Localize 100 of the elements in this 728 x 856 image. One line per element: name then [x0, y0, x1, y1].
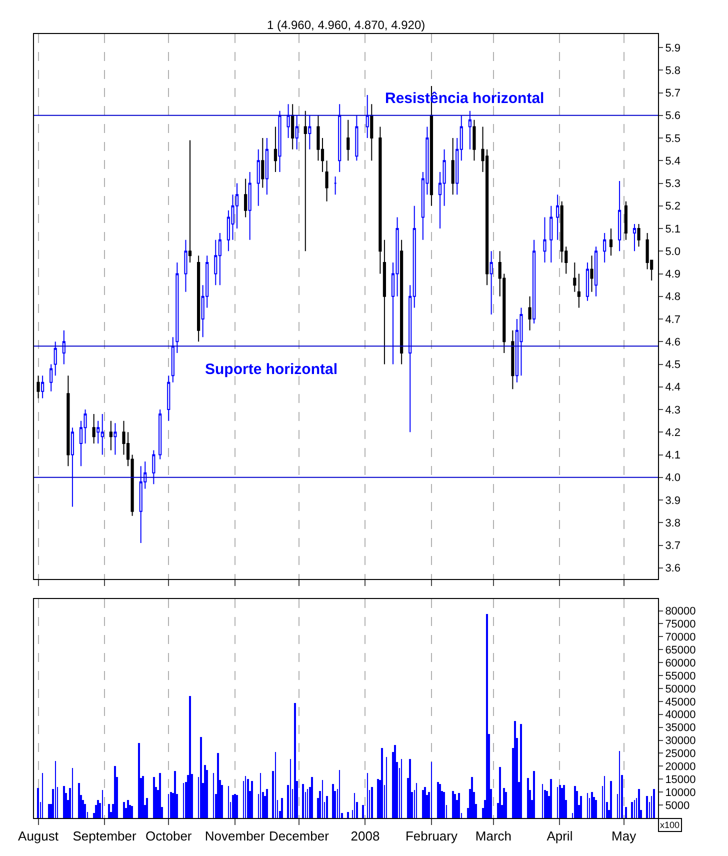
bar: [142, 776, 144, 818]
candlestick: [274, 126, 278, 172]
candlestick: [109, 420, 112, 451]
candlestick: [573, 262, 576, 292]
text: x100: [660, 820, 680, 830]
candlestick: [176, 262, 179, 354]
candlestick: [188, 140, 192, 263]
bar: [146, 798, 148, 818]
y-tick-label: 5.5: [665, 132, 680, 145]
bar: [443, 792, 445, 818]
bar: [610, 781, 612, 818]
y-tick-label: 3.9: [665, 494, 680, 507]
y-tick-label: 55000: [665, 670, 696, 682]
bar: [174, 771, 176, 818]
bar: [458, 793, 460, 818]
bar: [638, 789, 640, 818]
candlestick: [41, 375, 44, 399]
y-tick-label: 3.7: [665, 540, 680, 552]
y-tick-label: 4.4: [665, 382, 680, 394]
bar: [251, 781, 253, 818]
x-tick-label: September: [72, 828, 137, 844]
bar: [452, 791, 454, 818]
candlestick: [603, 232, 606, 263]
candlestick: [378, 126, 382, 274]
candlestick: [366, 94, 369, 139]
bar: [281, 798, 283, 818]
bar: [217, 753, 219, 818]
y-tick-label: 40000: [665, 709, 696, 722]
candlestick: [62, 330, 66, 365]
bar: [159, 773, 161, 818]
candlestick: [338, 104, 342, 172]
bar: [563, 785, 565, 818]
bar: [505, 792, 507, 818]
bar: [527, 778, 529, 818]
bar: [559, 785, 561, 818]
bar: [371, 787, 373, 818]
y-tick-label: 4.3: [665, 404, 680, 416]
candlestick: [152, 450, 156, 485]
candlestick: [36, 375, 40, 399]
candlestick: [218, 232, 222, 286]
candlestick: [511, 330, 514, 390]
candlestick: [609, 228, 613, 256]
chart-title: 1 (4.960, 4.960, 4.870, 4.920): [267, 18, 426, 32]
y-tick-label: 30000: [665, 735, 696, 748]
y-tick-label: 5.7: [665, 88, 680, 100]
y-tick-label: 70000: [665, 632, 696, 644]
bar: [580, 796, 582, 818]
bar: [63, 786, 65, 818]
bar: [550, 779, 552, 818]
y-tick-label: 20000: [665, 761, 696, 774]
candlestick: [295, 114, 298, 150]
candlestick: [618, 180, 622, 252]
y-tick-label: 4.0: [665, 472, 680, 484]
bar: [294, 703, 296, 818]
y-tick-label: 5.0: [665, 246, 680, 258]
candlestick: [468, 110, 472, 150]
candlestick: [286, 104, 290, 139]
bar: [84, 804, 86, 818]
bar: [127, 800, 129, 818]
candlestick: [590, 255, 594, 292]
candlestick: [92, 414, 96, 444]
bar: [332, 784, 334, 818]
candlestick: [400, 239, 404, 365]
bar: [454, 794, 456, 818]
bar: [520, 724, 522, 818]
y-tick-label: 5.9: [665, 42, 680, 54]
bar: [302, 784, 304, 818]
bar: [653, 789, 655, 818]
bar: [204, 765, 206, 818]
y-tick-label: 10000: [665, 786, 696, 799]
x-tick-label: March: [475, 828, 512, 844]
candlestick: [355, 114, 358, 162]
bar: [108, 804, 110, 818]
candlestick: [184, 239, 188, 292]
candlestick: [66, 375, 70, 467]
candlestick: [550, 205, 553, 263]
bar: [471, 777, 473, 818]
candlestick: [472, 119, 476, 162]
bar: [591, 792, 593, 818]
y-tick-label: 75000: [665, 618, 696, 631]
x-tick-label: August: [18, 828, 59, 844]
bar: [247, 779, 249, 818]
candlestick: [594, 246, 598, 297]
candlestick: [577, 273, 580, 308]
y-tick-label: 50000: [665, 683, 696, 696]
candlestick: [50, 364, 53, 392]
candlestick: [624, 200, 628, 240]
bar: [381, 748, 383, 818]
y-tick-label: 5.3: [665, 178, 680, 190]
bar: [266, 789, 268, 818]
annotation: Suporte horizontal: [205, 361, 338, 378]
y-tick-label: 35000: [665, 722, 696, 734]
candlestick: [291, 104, 294, 150]
candlestick: [197, 255, 200, 342]
y-tick-label: 4.1: [665, 450, 680, 462]
bar: [153, 777, 155, 818]
y-tick-label: 4.6: [665, 336, 680, 348]
x-tick-label: November: [204, 828, 266, 844]
bar: [200, 737, 202, 818]
x-tick-label: December: [269, 828, 330, 844]
